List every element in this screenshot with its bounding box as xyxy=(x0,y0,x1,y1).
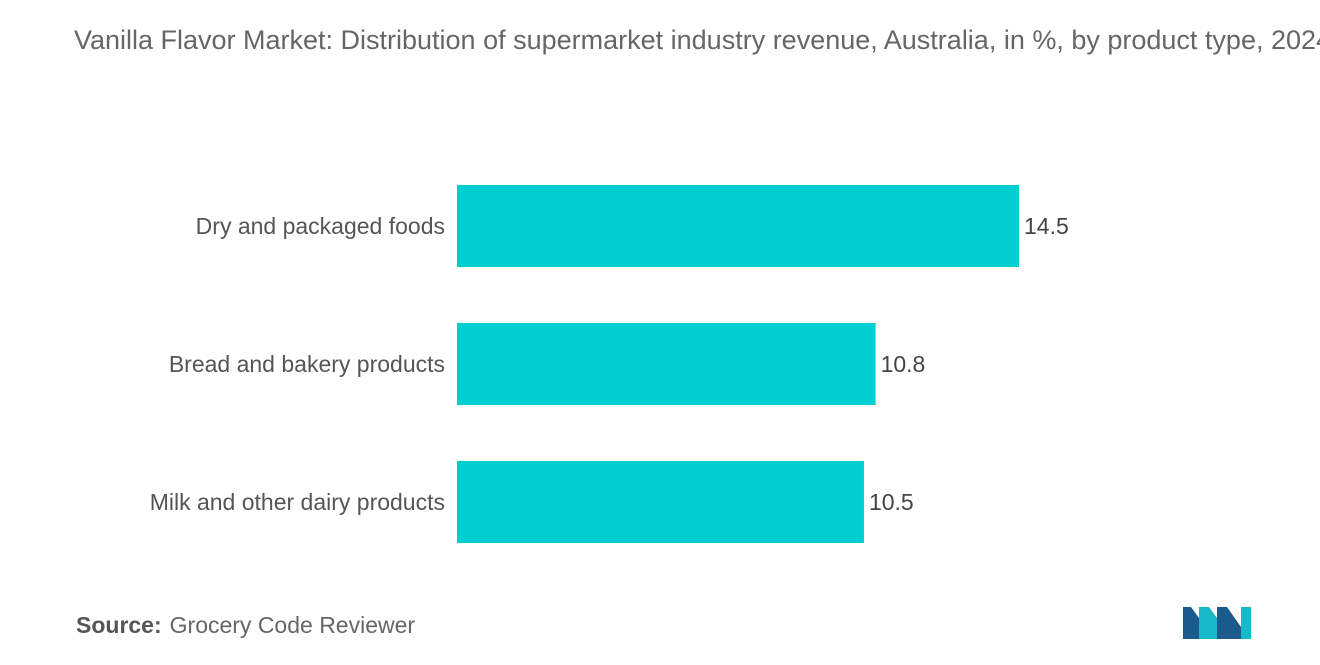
bar-chart: Dry and packaged foods 14.5 Bread and bake… xyxy=(150,185,1069,543)
category-label-1: Dry and packaged foods xyxy=(196,213,445,239)
company-logo-icon xyxy=(1183,607,1251,639)
value-label-3: 10.5 xyxy=(869,489,914,515)
source-text: Grocery Code Reviewer xyxy=(169,612,416,638)
bar-1 xyxy=(457,185,1019,267)
category-label-2: Bread and bakery products xyxy=(169,351,445,377)
value-label-2: 10.8 xyxy=(881,351,926,377)
source-label: Source: xyxy=(76,612,162,638)
chart-title: Vanilla Flavor Market: Distribution of s… xyxy=(73,25,1320,55)
bars-layer: Dry and packaged foods 14.5 Bread and bake… xyxy=(150,185,1069,543)
bar-3 xyxy=(457,461,864,543)
value-label-1: 14.5 xyxy=(1024,213,1069,239)
category-label-3: Milk and other dairy products xyxy=(150,489,445,515)
source-note: Source: Grocery Code Reviewer xyxy=(76,612,415,639)
bar-2 xyxy=(457,323,876,405)
